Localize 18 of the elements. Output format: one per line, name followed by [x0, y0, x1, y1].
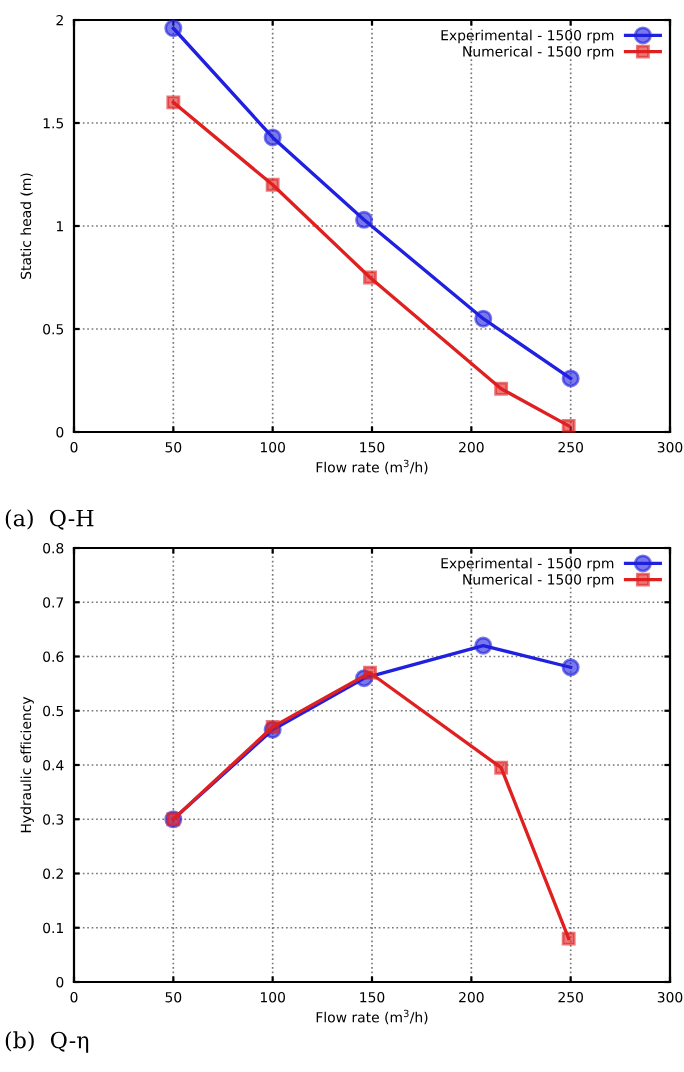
point	[263, 128, 282, 147]
point	[561, 931, 576, 946]
point	[494, 381, 509, 396]
text: (a) Q-H	[5, 509, 94, 530]
text: (b) Q-η	[5, 1031, 89, 1053]
point	[363, 665, 377, 680]
point	[265, 177, 280, 192]
point	[561, 369, 580, 388]
point	[363, 270, 377, 285]
point	[164, 19, 183, 38]
point	[166, 95, 181, 110]
point	[474, 309, 493, 328]
point	[494, 760, 509, 775]
point	[561, 418, 576, 433]
point	[474, 636, 493, 655]
point	[355, 210, 374, 229]
point	[265, 720, 280, 734]
point	[561, 658, 580, 677]
